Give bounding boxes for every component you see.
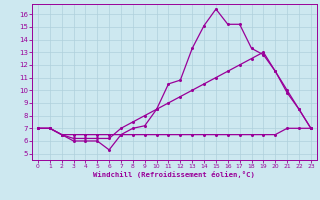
- X-axis label: Windchill (Refroidissement éolien,°C): Windchill (Refroidissement éolien,°C): [93, 171, 255, 178]
